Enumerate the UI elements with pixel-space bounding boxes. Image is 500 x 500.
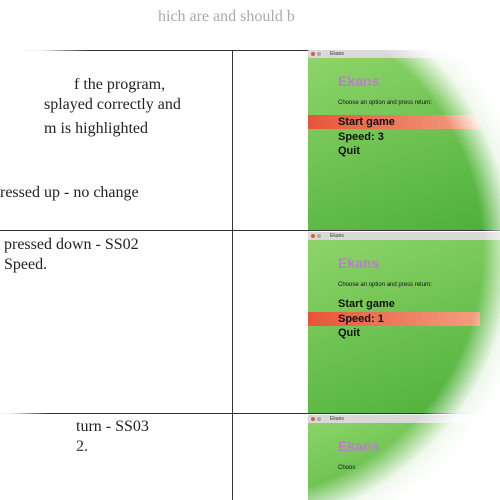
menu-option: Start game: [338, 298, 395, 310]
menu-option: Quit: [338, 327, 360, 339]
screenshot: Ekans Ekans Choose an option and press ret…: [308, 50, 500, 230]
game-title: Ekans: [338, 255, 380, 271]
menu-option: Quit: [338, 145, 360, 157]
cell-text: f the program,: [74, 76, 166, 93]
cell-text: pressed down - SS02: [4, 236, 139, 253]
game-title: Ekans: [338, 438, 380, 454]
header-text: hich are and should b: [158, 8, 295, 25]
cell-text: ressed up - no change: [0, 184, 139, 201]
menu-prompt: Choos: [338, 465, 356, 471]
menu-option: Start game: [308, 115, 480, 129]
table-border: [0, 413, 500, 414]
table-border: [232, 50, 233, 500]
menu-prompt: Choose an option and press return:: [338, 100, 433, 106]
window-titlebar: Ekans: [308, 232, 500, 240]
game-title: Ekans: [338, 73, 380, 89]
menu-option: Speed: 1: [308, 311, 480, 326]
cell-text: turn - SS03: [76, 418, 149, 435]
menu-prompt: Choose an option and press return:: [338, 282, 433, 288]
menu-option: Speed: 3: [338, 130, 384, 143]
cell-text: m is highlighted: [44, 120, 148, 137]
window-titlebar: Ekans: [308, 50, 500, 58]
cell-text: 2.: [76, 438, 88, 455]
screenshot: Ekans Ekans Choos: [308, 415, 500, 500]
cell-text: splayed correctly and: [44, 96, 181, 113]
screenshot: Ekans Ekans Choose an option and press ret…: [308, 232, 500, 413]
window-titlebar: Ekans: [308, 415, 500, 423]
table-border: [0, 230, 500, 231]
cell-text: Speed.: [4, 256, 48, 273]
